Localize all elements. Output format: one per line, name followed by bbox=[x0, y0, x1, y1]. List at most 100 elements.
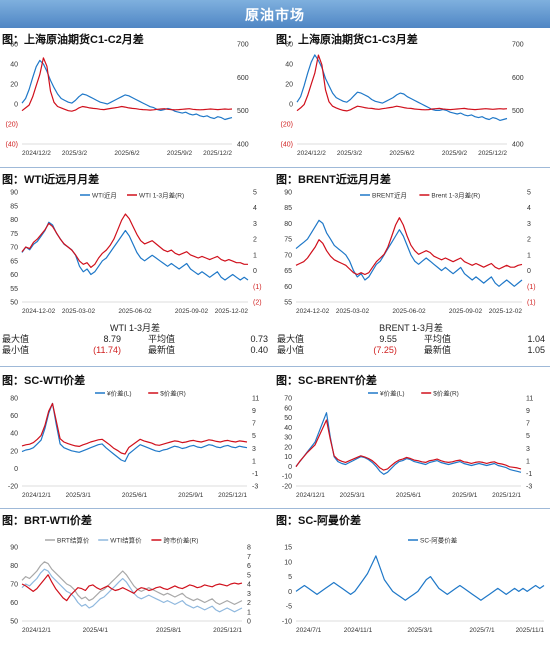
y-tick-label: 90 bbox=[10, 545, 18, 552]
x-tick-label: 2025/3/1 bbox=[407, 627, 433, 634]
y-tick-label: 60 bbox=[10, 272, 18, 279]
series-line-s0 bbox=[21, 59, 233, 121]
stat-label: 平均值 bbox=[147, 334, 175, 344]
chart-p8: 15 10 5 0 -5 -10 2024/7/1 2024/11/1 2025/3/1 2025… bbox=[282, 536, 545, 635]
y-tick-label: 80 bbox=[284, 221, 292, 228]
y-tick-label: 50 bbox=[10, 300, 18, 307]
series-line-跨市价差(R) bbox=[21, 574, 243, 602]
y2-tick-label: 9 bbox=[252, 408, 256, 415]
series-line-$价差(R) bbox=[21, 402, 248, 455]
y-tick-label: 20 bbox=[285, 82, 293, 89]
y2-tick-label: 400 bbox=[237, 142, 249, 149]
y-tick-label: -10 bbox=[282, 474, 292, 481]
panel-title-p3: 图：WTI近远月月差 bbox=[2, 174, 100, 186]
x-tick-label: 2024/12/2 bbox=[22, 150, 51, 157]
stat-label: 最小值 bbox=[277, 345, 305, 355]
y2-tick-label: (2) bbox=[253, 300, 262, 307]
y2-tick-label: 11 bbox=[252, 396, 259, 403]
y-tick-label: 15 bbox=[284, 545, 292, 552]
x-tick-label: 2025/3/2 bbox=[337, 150, 363, 157]
y2-tick-label: 1 bbox=[527, 252, 531, 259]
x-tick-label: 2025/12/1 bbox=[218, 492, 247, 499]
y2-tick-label: 2 bbox=[253, 237, 257, 244]
stat-value: 0.73 bbox=[250, 334, 268, 344]
y-tick-label: -5 bbox=[286, 604, 292, 611]
y-tick-label: 50 bbox=[284, 415, 292, 422]
x-tick-label: 2024/7/1 bbox=[296, 627, 322, 634]
x-tick-label: 2025/12/1 bbox=[492, 492, 521, 499]
y2-tick-label: -3 bbox=[252, 484, 258, 491]
x-tick-label: 2025/12/2 bbox=[478, 150, 507, 157]
x-tick-label: 2025-03-02 bbox=[336, 308, 370, 315]
y2-tick-label: 3 bbox=[247, 591, 251, 598]
legend-label: 跨市价差(R) bbox=[163, 536, 198, 545]
x-tick-label: 2025/3/2 bbox=[62, 150, 88, 157]
x-tick-label: 2025/6/2 bbox=[114, 150, 140, 157]
y-tick-label: 40 bbox=[284, 425, 292, 432]
y-tick-label: -10 bbox=[282, 619, 292, 626]
stat-value: 9.55 bbox=[379, 334, 397, 344]
panel-title-p2: 图：上海原油期货C1-C3月差 bbox=[276, 34, 418, 46]
y-tick-label: 60 bbox=[10, 413, 18, 420]
y2-tick-label: 5 bbox=[247, 572, 251, 579]
x-tick-label: 2025/9/1 bbox=[452, 492, 478, 499]
y-tick-label: 50 bbox=[10, 619, 18, 626]
y2-tick-label: 700 bbox=[512, 42, 524, 49]
y2-tick-label: 4 bbox=[247, 582, 251, 589]
x-tick-label: 2024-12-02 bbox=[296, 308, 330, 315]
y2-tick-label: 600 bbox=[237, 75, 249, 82]
x-tick-label: 2025-06-02 bbox=[392, 308, 426, 315]
y-tick-label: 20 bbox=[10, 82, 18, 89]
divider bbox=[0, 167, 550, 168]
y2-tick-label: 7 bbox=[252, 421, 256, 428]
x-tick-label: 2025/9/2 bbox=[442, 150, 468, 157]
brent-stats-table: 最大值 9.55 平均值 1.04 最小值 (7.25) 最新值 1.05 bbox=[275, 334, 547, 356]
stat-value: (11.74) bbox=[93, 345, 121, 355]
wti-stats-header: WTI 1-3月差 bbox=[109, 323, 160, 333]
x-tick-label: 2024/12/1 bbox=[22, 492, 51, 499]
divider bbox=[0, 366, 550, 367]
y2-tick-label: 2 bbox=[247, 600, 251, 607]
series-line-s1 bbox=[296, 54, 508, 112]
stat-value: 1.05 bbox=[527, 345, 545, 355]
stat-label: 最大值 bbox=[277, 334, 305, 344]
y2-tick-label: 3 bbox=[527, 221, 531, 228]
x-tick-label: 2025/7/1 bbox=[469, 627, 495, 634]
y-tick-label: 90 bbox=[10, 190, 18, 197]
series-line-BRENT近月 bbox=[295, 219, 523, 287]
x-tick-label: 2025/11/1 bbox=[516, 627, 545, 634]
panel-title-p6: 图：SC-BRENT价差 bbox=[276, 375, 377, 387]
x-tick-label: 2024-12-02 bbox=[22, 308, 56, 315]
x-tick-label: 2025-09-02 bbox=[449, 308, 483, 315]
y-tick-label: 60 bbox=[10, 42, 18, 49]
chart-p1: 60 40 20 0 (20) (40) 700 600 500 400 2024/12/2 2025… bbox=[6, 42, 249, 158]
brent-stats-header: BRENT 1-3月差 bbox=[379, 323, 443, 333]
y-tick-label: 0 bbox=[14, 102, 18, 109]
y2-tick-label: 500 bbox=[237, 108, 249, 115]
panel-title-p8: 图：SC-阿曼价差 bbox=[276, 515, 361, 527]
y2-tick-label: 7 bbox=[526, 421, 530, 428]
x-tick-label: 2025/4/1 bbox=[83, 627, 109, 634]
series-line-¥价差(L) bbox=[295, 412, 522, 475]
y-tick-label: 0 bbox=[289, 102, 293, 109]
y2-tick-label: 3 bbox=[526, 446, 530, 453]
y2-tick-label: -1 bbox=[252, 471, 258, 478]
legend-label: $价差(R) bbox=[433, 389, 459, 398]
x-tick-label: 2025/6/1 bbox=[396, 492, 422, 499]
chart-p3: 90 85 80 75 70 65 60 55 50 5 4 3 2 1 0 (1) (2) 2024-12-02… bbox=[10, 190, 261, 316]
y2-tick-label: 3 bbox=[253, 221, 257, 228]
x-tick-label: 2025-09-02 bbox=[175, 308, 209, 315]
y-tick-label: 10 bbox=[284, 454, 292, 461]
y-tick-label: 55 bbox=[10, 286, 18, 293]
series-line-SC-阿曼价差 bbox=[295, 555, 545, 601]
y-tick-label: 60 bbox=[284, 405, 292, 412]
y-tick-label: 75 bbox=[10, 231, 18, 238]
stat-label: 最大值 bbox=[2, 334, 30, 344]
y-tick-label: 70 bbox=[284, 396, 292, 403]
y2-tick-label: 1 bbox=[247, 609, 251, 616]
x-tick-label: 2025/6/2 bbox=[389, 150, 415, 157]
stat-label: 最新值 bbox=[147, 345, 175, 355]
header-banner: 原油市场 bbox=[0, 0, 550, 28]
y-tick-label: (20) bbox=[6, 122, 18, 129]
